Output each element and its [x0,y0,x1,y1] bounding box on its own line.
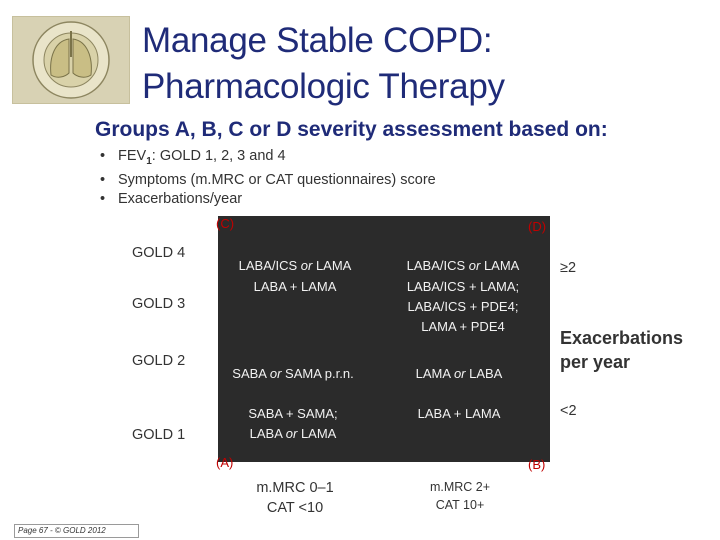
page-title: Manage Stable COPD: Pharmacologic Therap… [142,21,505,106]
gold-2-label: GOLD 2 [132,353,186,369]
cell-a-line2: SABA + SAMA; [248,406,338,421]
exac-label-line2: per year [560,352,631,372]
corner-label-c: (C) [216,216,235,231]
exac-high-label: ≥2 [560,260,577,276]
corner-label-d: (D) [528,219,547,234]
mmrc-high-line1: m.MRC 2+ [429,480,491,494]
gold-3-label: GOLD 3 [132,296,186,312]
mmrc-low-line1: m.MRC 0–1 [256,480,334,496]
exacerbations-axis-label: Exacerbations per year [560,326,683,374]
mmrc-high-label: m.MRC 2+ CAT 10+ [410,478,510,514]
gold-lungs-seal-icon [32,21,110,99]
gold-4-label: GOLD 4 [132,245,186,261]
cell-c-line2: LABA + LAMA [253,279,337,294]
mmrc-low-label: m.MRC 0–1 CAT <10 [240,478,350,518]
criteria-list: • FEV1: GOLD 1, 2, 3 and 4 • Symptoms (m.M… [100,147,436,209]
gold-logo [12,16,130,104]
cell-b-line2: LABA + LAMA [417,406,501,421]
cell-d-line1: LABA/ICS or LAMA [406,258,520,273]
cell-d-line3: LABA/ICS + PDE4; [407,299,519,314]
mmrc-high-line2: CAT 10+ [435,498,485,512]
subtitle: Groups A, B, C or D severity assessment … [95,118,608,141]
list-item: • Symptoms (m.MRC or CAT questionnaires) … [100,171,436,188]
page-footer: Page 67 - © GOLD 2012 [14,524,139,538]
cell-b: LAMA or LABA LABA + LAMA [384,364,534,424]
cell-c: LABA/ICS or LAMA LABA + LAMA [220,256,370,297]
cell-d: LABA/ICS or LAMA LABA/ICS + LAMA; LABA/I… [388,256,538,337]
corner-label-b: (B) [528,457,546,472]
list-item: • Exacerbations/year [100,190,243,207]
cell-b-line1: LAMA or LABA [415,366,503,381]
cell-c-line1: LABA/ICS or LAMA [238,258,352,273]
cell-a: SABA or SAMA p.r.n. SABA + SAMA; LABA or… [218,364,368,444]
corner-label-a: (A) [216,455,234,470]
cell-d-line4: LAMA + PDE4 [421,319,505,334]
list-item: • FEV1: GOLD 1, 2, 3 and 4 [100,148,286,167]
cell-a-line1: SABA or SAMA p.r.n. [232,366,354,381]
therapy-grid [218,216,550,462]
gold-1-label: GOLD 1 [132,427,186,443]
exac-low-label: <2 [560,403,577,419]
mmrc-low-line2: CAT <10 [266,500,324,516]
cell-d-line2: LABA/ICS + LAMA; [406,279,520,294]
exac-label-line1: Exacerbations [560,328,684,348]
cell-a-line3: LABA or LAMA [249,426,337,441]
